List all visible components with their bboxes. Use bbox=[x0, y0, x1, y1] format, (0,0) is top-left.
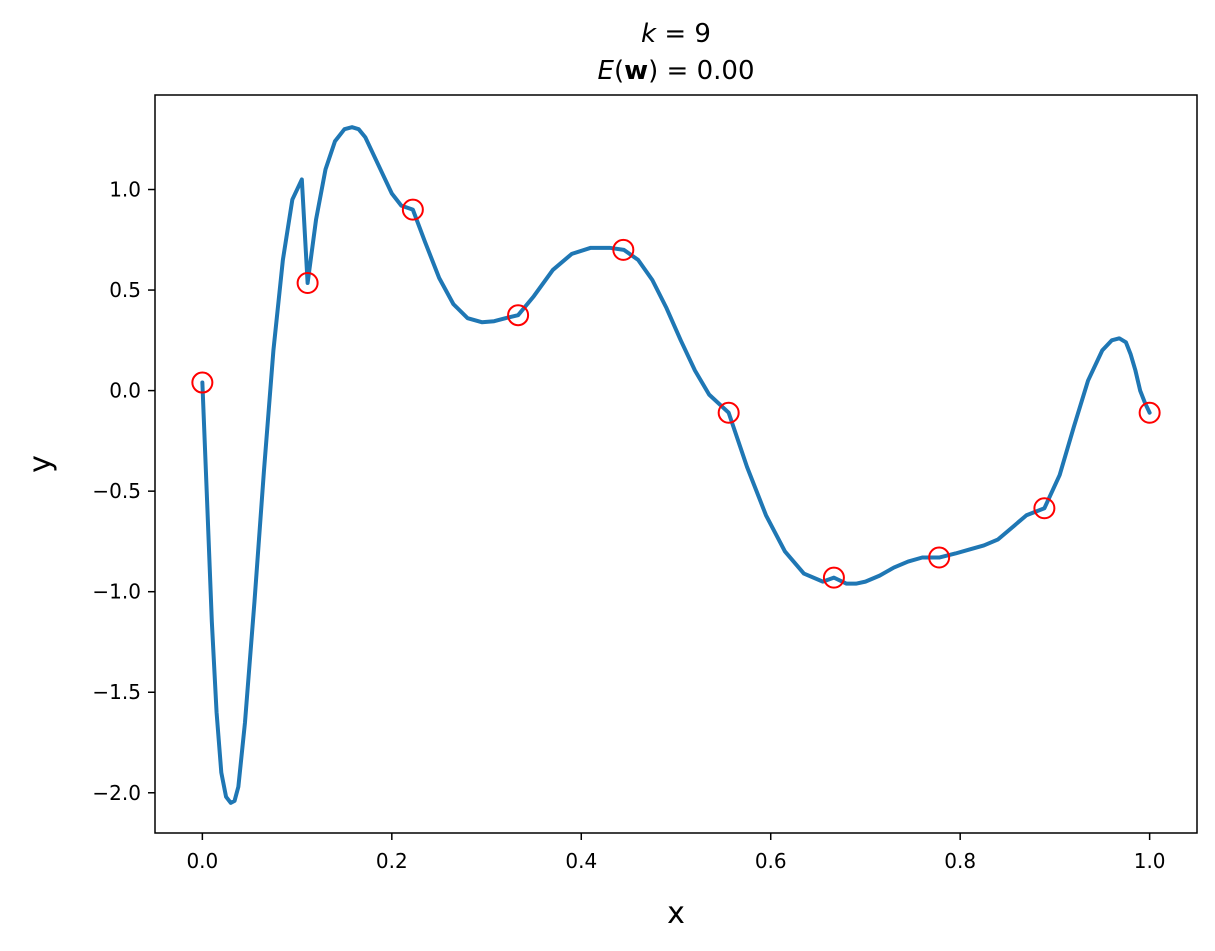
x-tick-label: 0.8 bbox=[944, 849, 976, 873]
data-point bbox=[1033, 497, 1056, 520]
x-tick-label: 1.0 bbox=[1134, 849, 1166, 873]
x-tick-label: 0.6 bbox=[755, 849, 787, 873]
y-axis-label: y bbox=[23, 455, 58, 473]
title-k-var: k bbox=[641, 19, 657, 49]
plot-area bbox=[191, 125, 1161, 805]
data-point bbox=[822, 566, 845, 589]
title-e-close: ) bbox=[648, 56, 658, 86]
x-tick-label: 0.4 bbox=[565, 849, 597, 873]
chart-title-line1: k = 9 bbox=[641, 19, 711, 49]
y-tick-label: 0.0 bbox=[109, 379, 141, 403]
axes: 0.0 0.2 0.4 0.6 0.8 1.0 1.0 0.5 0.0 −0.5 −1.0 −1.5 −… bbox=[92, 94, 1198, 873]
x-tick-label: 0.0 bbox=[186, 849, 218, 873]
data-point bbox=[507, 304, 530, 327]
data-point bbox=[612, 238, 635, 261]
y-tick-label: −0.5 bbox=[92, 479, 141, 503]
y-tick-label: −2.0 bbox=[92, 781, 141, 805]
title-e-value: = 0.00 bbox=[658, 56, 754, 86]
fitted-curve bbox=[200, 125, 1152, 805]
chart-title-line2: E(w) = 0.00 bbox=[598, 56, 755, 86]
data-point bbox=[717, 401, 740, 424]
title-e-w: w bbox=[624, 56, 648, 86]
data-point bbox=[296, 272, 319, 295]
data-point bbox=[401, 198, 424, 221]
data-point bbox=[928, 546, 951, 569]
title-k-value: = 9 bbox=[656, 19, 711, 49]
y-tick-label: 1.0 bbox=[109, 178, 141, 202]
y-tick-label: 0.5 bbox=[109, 278, 141, 302]
plot-frame bbox=[154, 94, 1198, 834]
data-point bbox=[191, 371, 214, 394]
x-tick-label: 0.2 bbox=[376, 849, 408, 873]
y-tick-label: −1.0 bbox=[92, 580, 141, 604]
title-e-func: E bbox=[598, 56, 615, 86]
title-e-open: ( bbox=[614, 56, 624, 86]
y-tick-label: −1.5 bbox=[92, 680, 141, 704]
data-point bbox=[1138, 401, 1161, 424]
x-axis-label: x bbox=[667, 896, 685, 931]
